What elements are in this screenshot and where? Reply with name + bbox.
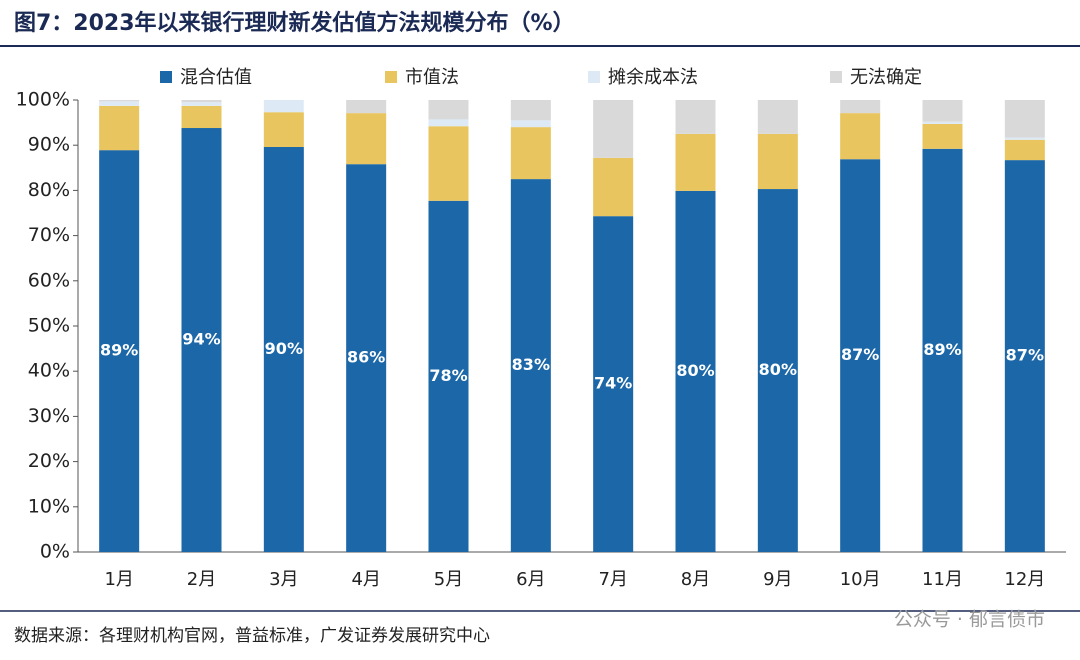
y-tick-label: 10% — [28, 495, 70, 517]
bar-segment — [99, 101, 140, 106]
bar-segment — [181, 102, 222, 106]
y-tick-label: 50% — [28, 315, 70, 337]
bar-segment — [1004, 160, 1045, 552]
bar-segment — [428, 119, 469, 127]
y-tick-label: 20% — [28, 450, 70, 472]
bar-segment — [181, 100, 222, 103]
y-tick-label: 70% — [28, 224, 70, 246]
x-tick-label: 12月 — [1004, 569, 1045, 590]
value-label: 90% — [265, 339, 303, 358]
bar-segment — [510, 100, 551, 121]
bar-segment — [428, 200, 469, 552]
bar-segment — [99, 150, 140, 552]
value-label: 74% — [594, 374, 632, 393]
legend-swatch — [385, 71, 397, 83]
value-label: 86% — [347, 348, 385, 367]
x-tick-label: 9月 — [763, 569, 792, 590]
bar-segment — [181, 105, 222, 129]
legend-label: 无法确定 — [850, 67, 922, 88]
value-label: 87% — [1006, 346, 1044, 365]
bar-segment — [922, 100, 963, 122]
bar-segment — [593, 100, 634, 158]
bar-segment — [1004, 137, 1045, 140]
watermark: 公众号 · 郁言债市 — [894, 609, 1045, 631]
bar-segment — [99, 100, 140, 102]
bar-segment — [263, 100, 304, 113]
value-label: 94% — [182, 330, 220, 349]
y-tick-label: 80% — [28, 179, 70, 201]
legend-swatch — [588, 71, 600, 83]
chart-title: 图7：2023年以来银行理财新发估值方法规模分布（%） — [14, 10, 575, 36]
bar-segment — [510, 127, 551, 180]
source-note: 数据来源：各理财机构官网，普益标准，广发证券发展研究中心 — [14, 626, 490, 646]
bar-segment — [99, 105, 140, 151]
bar-segment — [922, 121, 963, 124]
bar-segment — [428, 126, 469, 201]
legend-label: 混合估值 — [180, 67, 252, 88]
bar-segment — [757, 189, 798, 552]
x-tick-label: 10月 — [840, 569, 881, 590]
bar-segment — [346, 164, 387, 552]
x-tick-label: 3月 — [269, 569, 298, 590]
bar-segment — [181, 128, 222, 553]
bar-segment — [675, 100, 716, 134]
value-label: 87% — [841, 345, 879, 364]
y-tick-label: 40% — [28, 360, 70, 382]
bar-segment — [1004, 100, 1045, 138]
bar-segment — [840, 113, 881, 160]
y-tick-label: 90% — [28, 134, 70, 156]
bar-segment — [675, 133, 716, 191]
x-tick-label: 2月 — [187, 569, 216, 590]
bar-segment — [757, 133, 798, 190]
bar-segment — [922, 148, 963, 553]
bar-segment — [593, 157, 634, 217]
bar-segment — [922, 123, 963, 149]
x-tick-label: 8月 — [681, 569, 710, 590]
x-tick-label: 6月 — [516, 569, 545, 590]
x-tick-label: 11月 — [922, 569, 963, 590]
bar-segment — [757, 100, 798, 134]
x-tick-label: 5月 — [434, 569, 463, 590]
x-tick-label: 7月 — [598, 569, 627, 590]
legend-label: 市值法 — [405, 67, 459, 88]
bar-segment — [840, 159, 881, 552]
value-label: 89% — [100, 341, 138, 360]
value-label: 83% — [512, 355, 550, 374]
value-label: 78% — [429, 366, 467, 385]
bar-segment — [593, 216, 634, 552]
legend-swatch — [830, 71, 842, 83]
value-label: 80% — [759, 360, 797, 379]
bar-segment — [1004, 139, 1045, 161]
bar-segment — [263, 147, 304, 552]
bar-segment — [263, 112, 304, 148]
y-tick-label: 100% — [16, 89, 70, 111]
bar-segment — [346, 113, 387, 165]
bar-segment — [510, 179, 551, 552]
bar-segment — [428, 100, 469, 120]
legend-swatch — [160, 71, 172, 83]
bar-segment — [346, 100, 387, 114]
value-label: 89% — [923, 340, 961, 359]
legend-label: 摊余成本法 — [608, 67, 698, 88]
value-label: 80% — [676, 361, 714, 380]
bar-segment — [840, 100, 881, 114]
y-tick-label: 60% — [28, 269, 70, 291]
bar-segment — [675, 190, 716, 553]
x-tick-label: 4月 — [351, 569, 380, 590]
y-tick-label: 0% — [40, 541, 70, 563]
x-tick-label: 1月 — [104, 569, 133, 590]
bar-segment — [510, 120, 551, 128]
y-tick-label: 30% — [28, 405, 70, 427]
